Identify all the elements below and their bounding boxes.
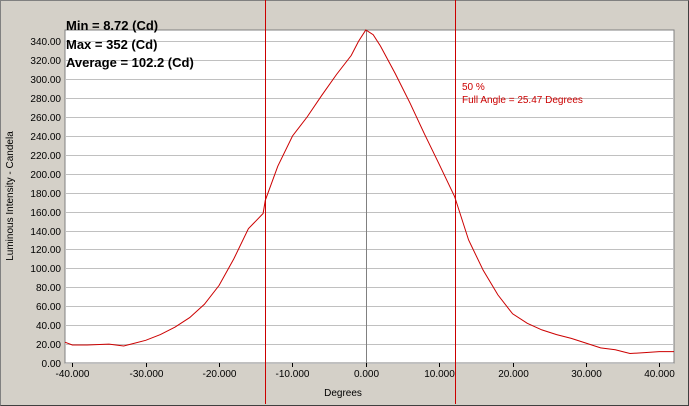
y-tick-label: 340.00 <box>30 37 61 48</box>
y-tick-label: 100.00 <box>30 264 61 275</box>
y-tick-label: 300.00 <box>30 75 61 86</box>
x-tick-label: -40.000 <box>56 369 90 380</box>
y-tick-label: 0.00 <box>42 359 62 370</box>
y-tick-label: 120.00 <box>30 245 61 256</box>
plot-area <box>64 29 675 364</box>
x-axis-title: Degrees <box>324 388 362 399</box>
y-tick-label: 160.00 <box>30 208 61 219</box>
x-tick-label: 10.000 <box>424 369 455 380</box>
x-tick-label: -20.000 <box>203 369 237 380</box>
y-tick-label: 220.00 <box>30 151 61 162</box>
series-line <box>64 29 674 355</box>
y-tick-label: 180.00 <box>30 189 61 200</box>
x-tick-label: 20.000 <box>498 369 529 380</box>
y-tick-label: 260.00 <box>30 113 61 124</box>
y-axis-ticks: 0.00 20.00 40.00 60.00 80.00 100.00 120.00 140.… <box>30 37 61 370</box>
annotation-fifty-percent: 50 % <box>462 82 485 93</box>
grid <box>65 41 674 364</box>
y-tick-label: 200.00 <box>30 170 61 181</box>
y-axis-title: Luminous Intensity - Candela <box>5 131 16 261</box>
x-tick-label: -10.000 <box>276 369 310 380</box>
x-tick-label: 0.000 <box>354 369 379 380</box>
x-axis-ticks: -40.000 -30.000 -20.000 -10.000 0.000 10.000 2… <box>56 363 675 380</box>
stat-average: Average = 102.2 (Cd) <box>66 55 194 70</box>
y-tick-label: 20.00 <box>36 340 61 351</box>
x-tick-label: 40.000 <box>644 369 675 380</box>
x-tick-label: 30.000 <box>571 369 602 380</box>
y-tick-label: 80.00 <box>36 283 61 294</box>
annotation-full-angle: Full Angle = 25.47 Degrees <box>462 95 583 106</box>
y-tick-label: 140.00 <box>30 227 61 238</box>
y-tick-label: 60.00 <box>36 302 61 313</box>
y-tick-label: 280.00 <box>30 94 61 105</box>
stat-min: Min = 8.72 (Cd) <box>66 18 158 33</box>
x-tick-label: -30.000 <box>130 369 164 380</box>
y-tick-label: 240.00 <box>30 132 61 143</box>
y-tick-label: 320.00 <box>30 56 61 67</box>
y-tick-label: 40.00 <box>36 321 61 332</box>
stat-max: Max = 352 (Cd) <box>66 37 157 52</box>
